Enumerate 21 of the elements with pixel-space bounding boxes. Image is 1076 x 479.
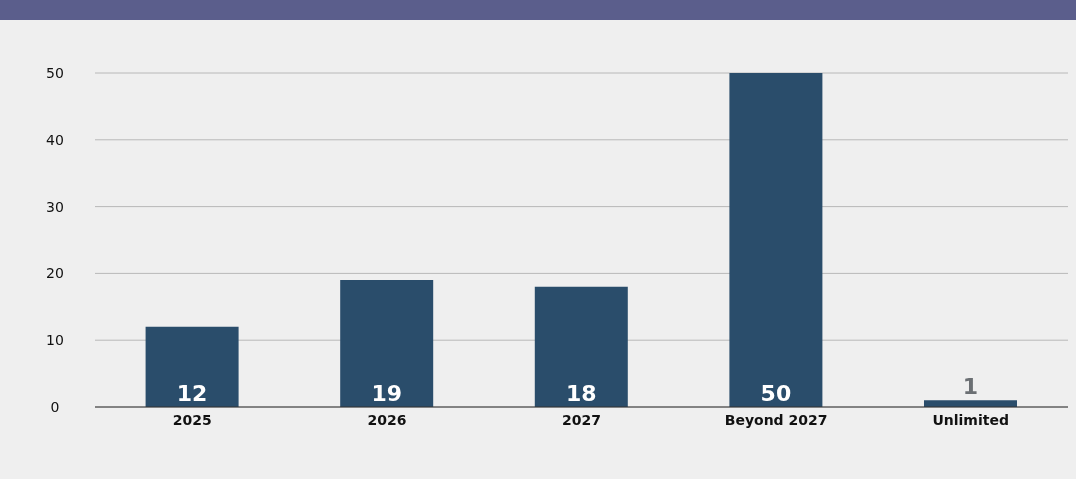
data-label: 1: [962, 374, 979, 400]
data-label: 19: [371, 381, 403, 406]
x-tick-label: Beyond 2027: [724, 411, 828, 428]
y-tick-label: 0: [50, 398, 60, 415]
bar: [340, 280, 434, 407]
x-tick-label: Unlimited: [932, 411, 1009, 428]
y-tick-label: 10: [46, 332, 64, 349]
bar: [924, 400, 1017, 407]
y-tick-label: 40: [46, 131, 64, 148]
data-label: 50: [760, 381, 792, 406]
y-tick-label: 20: [46, 265, 64, 282]
x-tick-label: 2025: [172, 411, 212, 428]
data-label: 12: [176, 381, 208, 406]
data-label: 18: [565, 381, 597, 406]
bar: [534, 286, 628, 407]
bar: [729, 73, 823, 407]
x-tick-label: 2027: [562, 411, 601, 428]
y-tick-label: 30: [46, 198, 64, 215]
y-tick-label: 50: [46, 64, 64, 81]
x-tick-label: 2026: [367, 411, 407, 428]
bar: [145, 326, 239, 407]
